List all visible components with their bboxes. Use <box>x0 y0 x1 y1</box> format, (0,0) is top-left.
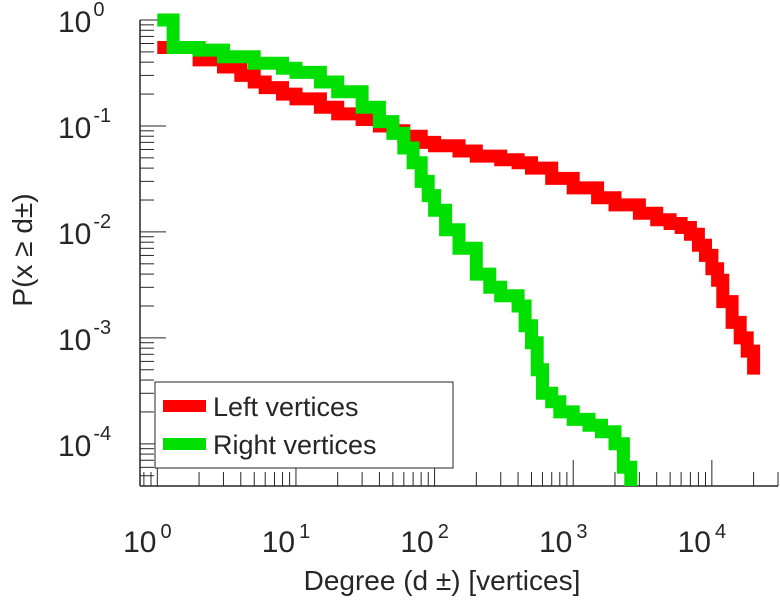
y-tick-exponent: 0 <box>93 0 104 21</box>
y-tick-base: 10 <box>58 218 91 251</box>
x-tick-exponent: 4 <box>715 521 726 543</box>
y-tick-exponent: -1 <box>93 105 111 127</box>
x-tick-base: 10 <box>678 526 711 559</box>
y-tick-base: 10 <box>58 6 91 39</box>
y-tick-label: 10 -1 <box>58 105 111 145</box>
legend-label: Right vertices <box>213 430 377 460</box>
y-tick-label: 10 0 <box>58 0 105 39</box>
x-tick-label: 10 3 <box>539 521 588 559</box>
x-tick-exponent: 0 <box>160 521 171 543</box>
y-tick-base: 10 <box>58 430 91 463</box>
x-tick-exponent: 2 <box>438 521 449 543</box>
y-tick-exponent: -4 <box>93 423 111 445</box>
legend-box <box>154 381 454 469</box>
x-tick-base: 10 <box>123 526 156 559</box>
legend: Left vertices Right vertices <box>154 381 454 469</box>
x-axis: 10 0 10 1 10 2 10 3 10 4 <box>123 460 779 559</box>
x-tick-base: 10 <box>400 526 433 559</box>
x-axis-title: Degree (d ±) [vertices] <box>304 565 581 596</box>
y-axis-title: P(x ≥ d±) <box>7 193 38 306</box>
y-tick-label: 10 -3 <box>58 317 111 357</box>
x-tick-base: 10 <box>262 526 295 559</box>
y-tick-label: 10 -4 <box>58 423 111 463</box>
x-tick-label: 10 0 <box>123 521 172 559</box>
x-tick-label: 10 4 <box>678 521 727 559</box>
x-tick-exponent: 3 <box>576 521 587 543</box>
series-line-right-vertices <box>157 13 638 486</box>
x-tick-label: 10 1 <box>262 521 311 559</box>
y-tick-exponent: -2 <box>93 211 111 233</box>
x-tick-label: 10 2 <box>400 521 449 559</box>
series-line-left-vertices <box>157 41 761 375</box>
legend-label: Left vertices <box>213 392 359 422</box>
series-layer <box>157 13 761 486</box>
y-tick-exponent: -3 <box>93 317 111 339</box>
y-tick-label: 10 -2 <box>58 211 111 251</box>
y-tick-base: 10 <box>58 112 91 145</box>
x-tick-exponent: 1 <box>299 521 310 543</box>
x-tick-base: 10 <box>539 526 572 559</box>
y-tick-base: 10 <box>58 324 91 357</box>
